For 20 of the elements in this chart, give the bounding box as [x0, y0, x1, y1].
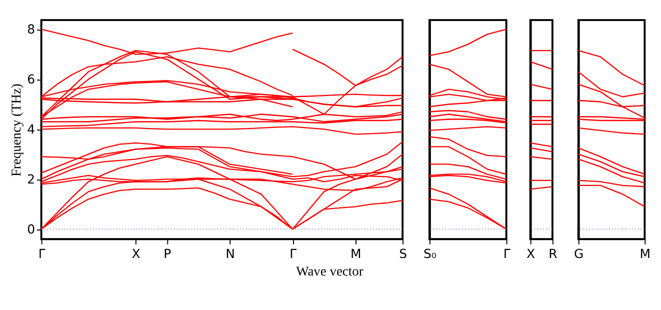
x-tick-label: Γ: [290, 246, 297, 261]
x-tick-label: P: [164, 246, 172, 261]
y-tick-label: 4: [27, 122, 36, 137]
x-tick-label: X: [132, 246, 141, 261]
x-tick-label: X: [526, 246, 536, 261]
y-tick-label: 2: [27, 172, 36, 187]
x-tick-label: S: [399, 246, 408, 261]
x-tick-label: M: [350, 246, 362, 261]
x-tick-label: M: [640, 246, 651, 261]
x-tick-label: Γ: [38, 246, 46, 261]
x-tick-label: N: [226, 246, 235, 261]
y-tick-label: 0: [27, 221, 36, 236]
x-tick-label: S₀: [423, 246, 436, 261]
x-tick-label: R: [548, 246, 558, 261]
x-tick-label: Γ: [503, 246, 510, 261]
y-tick-label: 8: [27, 22, 36, 37]
y-axis-title: Frequency (THz): [8, 84, 24, 177]
x-axis-title: Wave vector: [296, 264, 364, 279]
x-tick-label: G: [574, 246, 584, 261]
y-tick-label: 6: [27, 72, 36, 87]
